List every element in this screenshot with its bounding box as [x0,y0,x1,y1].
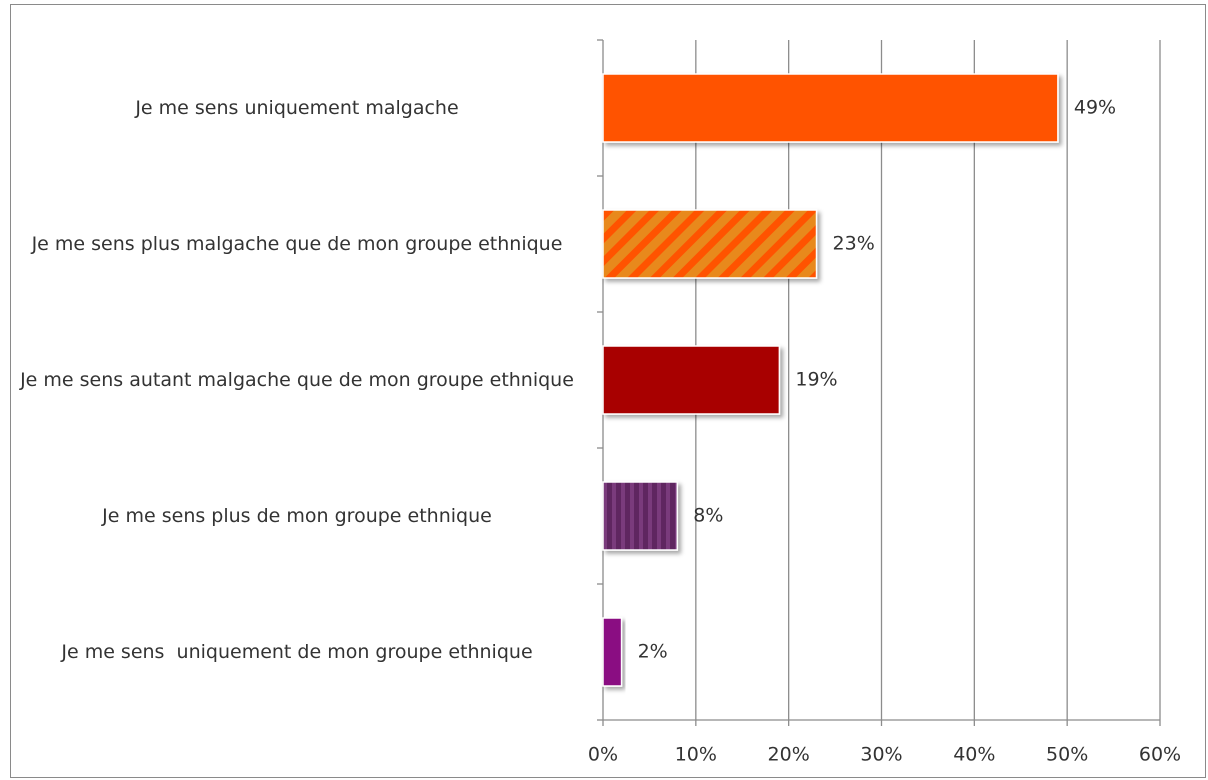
category-label: Je me sens uniquement de mon groupe ethn… [61,641,533,663]
category-label: Je me sens autant malgache que de mon gr… [20,369,574,391]
category-label: Je me sens plus malgache que de mon grou… [31,233,563,255]
x-tick-label: 10% [675,744,717,766]
category-label: Je me sens plus de mon groupe ethnique [102,505,492,527]
data-label: 19% [795,369,837,391]
bar [602,345,781,415]
x-tick-label: 30% [860,744,902,766]
bar [602,617,623,687]
category-label: Je me sens uniquement malgache [135,97,459,119]
x-tick-label: 40% [953,744,995,766]
data-label: 2% [638,641,668,663]
bar [602,209,818,279]
data-label: 8% [693,505,723,527]
data-label: 49% [1074,97,1116,119]
x-tick-label: 60% [1139,744,1181,766]
x-tick-label: 0% [588,744,618,766]
chart-frame [10,4,1206,778]
x-tick-label: 50% [1046,744,1088,766]
bar [602,481,679,551]
data-label: 23% [833,233,875,255]
bar [602,73,1059,143]
x-tick-label: 20% [768,744,810,766]
